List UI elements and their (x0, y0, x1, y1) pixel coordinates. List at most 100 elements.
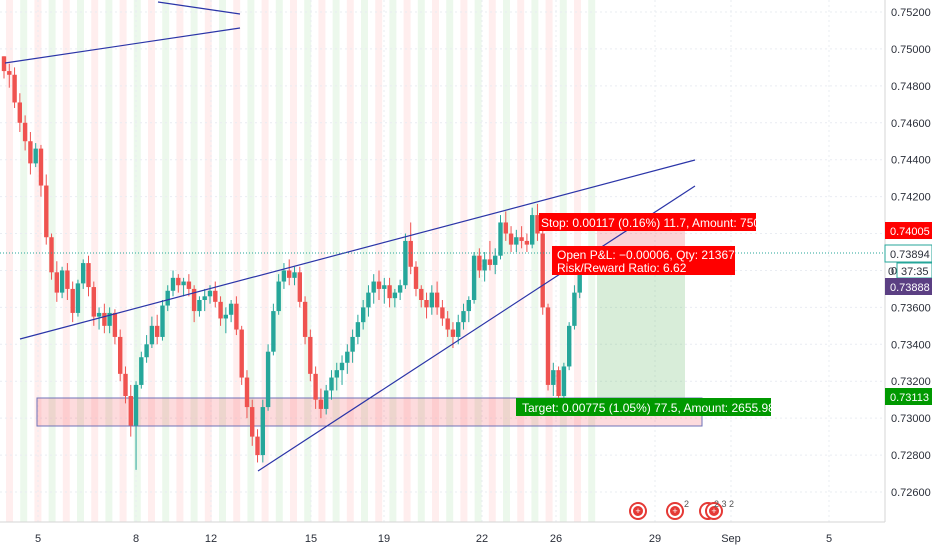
candle[interactable] (572, 285, 577, 330)
candle[interactable] (376, 270, 382, 300)
candle[interactable] (118, 329, 123, 382)
trendline-support[interactable] (257, 185, 696, 472)
candle[interactable] (17, 93, 22, 132)
stop-label[interactable]: Stop: 0.00117 (0.16%) 11.7, Amount: 750 (539, 213, 760, 231)
candle[interactable] (70, 281, 75, 323)
candle[interactable] (514, 229, 519, 252)
candle[interactable] (297, 266, 302, 308)
candle[interactable] (382, 277, 387, 304)
candle[interactable] (456, 314, 461, 345)
time-scale-background[interactable] (0, 522, 885, 550)
candle[interactable] (228, 300, 234, 323)
candle[interactable] (223, 307, 228, 334)
candle[interactable] (107, 307, 112, 334)
candle[interactable] (556, 366, 561, 400)
candle[interactable] (408, 222, 413, 275)
candle[interactable] (424, 292, 429, 319)
trendline-resistance[interactable] (19, 159, 696, 340)
candle[interactable] (170, 270, 176, 297)
candle[interactable] (155, 314, 160, 345)
candle[interactable] (355, 314, 361, 345)
candle[interactable] (545, 303, 551, 391)
pnl-label[interactable]: Open P&L: −0.00006, Qty: 213675 Risk/Rew… (552, 246, 742, 275)
candle[interactable] (308, 329, 313, 382)
candle[interactable] (38, 144, 44, 197)
candle[interactable] (276, 274, 281, 315)
candle[interactable] (567, 322, 572, 371)
candle[interactable] (75, 279, 81, 317)
candle[interactable] (255, 429, 260, 463)
candle[interactable] (123, 366, 128, 404)
candle[interactable] (334, 362, 339, 391)
candle[interactable] (144, 335, 149, 363)
candle[interactable] (530, 207, 535, 249)
candle[interactable] (540, 226, 545, 315)
candle[interactable] (54, 261, 59, 302)
candle[interactable] (176, 274, 181, 293)
candle[interactable] (128, 384, 133, 437)
candle[interactable] (281, 263, 287, 289)
candle[interactable] (265, 344, 271, 411)
candle[interactable] (434, 281, 440, 315)
candle[interactable] (318, 388, 324, 419)
candle[interactable] (186, 274, 192, 297)
candle[interactable] (65, 263, 70, 300)
candle[interactable] (86, 255, 91, 297)
candle[interactable] (181, 277, 186, 297)
candle[interactable] (440, 300, 445, 326)
candle[interactable] (292, 266, 297, 286)
candle[interactable] (498, 215, 503, 260)
candle[interactable] (234, 296, 239, 336)
candle[interactable] (112, 309, 118, 345)
candle[interactable] (508, 226, 514, 252)
candle[interactable] (466, 296, 471, 323)
candle[interactable] (44, 174, 49, 245)
candle[interactable] (487, 240, 493, 271)
candle[interactable] (1, 56, 7, 79)
event-badge-3[interactable]: + 2 3 2 (699, 499, 734, 520)
candle[interactable] (519, 226, 524, 249)
candle[interactable] (392, 288, 398, 308)
candle[interactable] (302, 296, 308, 345)
candle[interactable] (12, 67, 17, 108)
candle[interactable] (445, 311, 450, 337)
candle[interactable] (250, 399, 255, 446)
candle[interactable] (22, 115, 28, 151)
candle[interactable] (361, 300, 366, 330)
candle[interactable] (413, 261, 419, 297)
candle[interactable] (403, 233, 408, 289)
candle[interactable] (49, 233, 54, 280)
candle[interactable] (260, 399, 265, 463)
candle[interactable] (165, 285, 170, 312)
candle[interactable] (339, 355, 345, 385)
candle[interactable] (503, 211, 508, 241)
candle[interactable] (371, 274, 376, 304)
event-badge-2[interactable]: + 2 (666, 499, 689, 520)
position-target-zone[interactable] (597, 255, 685, 398)
candle[interactable] (387, 277, 392, 308)
candle[interactable] (324, 384, 329, 415)
candle[interactable] (350, 329, 355, 363)
candle[interactable] (191, 285, 197, 323)
candle[interactable] (551, 362, 556, 396)
candle[interactable] (160, 300, 165, 341)
candle[interactable] (397, 279, 403, 300)
candle[interactable] (202, 288, 207, 312)
candle[interactable] (218, 296, 223, 326)
candle[interactable] (287, 259, 292, 286)
candle[interactable] (139, 351, 144, 389)
candle[interactable] (461, 303, 466, 330)
candle[interactable] (197, 296, 202, 317)
candle[interactable] (477, 248, 482, 278)
candle[interactable] (33, 143, 38, 168)
candle[interactable] (271, 303, 276, 356)
candle[interactable] (81, 259, 86, 289)
candle[interactable] (244, 370, 250, 419)
candle[interactable] (366, 285, 371, 317)
candle[interactable] (133, 381, 139, 470)
candle[interactable] (59, 266, 65, 299)
target-label[interactable]: Target: 0.00775 (1.05%) 77.5, Amount: 26… (516, 398, 775, 416)
candle[interactable] (345, 344, 350, 374)
candle[interactable] (313, 366, 318, 409)
